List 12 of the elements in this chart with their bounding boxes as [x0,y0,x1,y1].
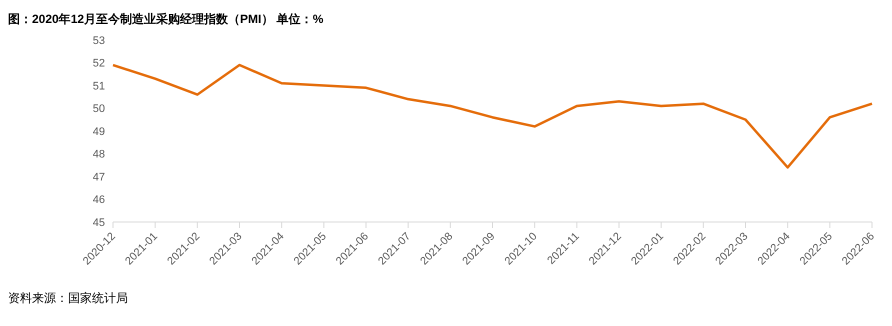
y-tick-label: 52 [92,58,105,70]
y-tick-label: 49 [92,126,105,138]
chart-title: 图：2020年12月至今制造业采购经理指数（PMI） 单位：% [8,11,324,28]
y-tick-label: 46 [92,194,105,206]
text: 资料来源：国家统计局 [8,290,129,307]
y-tick-label: 50 [92,103,105,116]
y-tick-label: 45 [92,216,105,229]
y-tick-label: 48 [92,148,105,161]
y-tick-label: 53 [92,34,105,47]
y-tick-label: 47 [92,171,105,184]
y-tick-label: 51 [92,80,105,92]
line-series [112,64,874,169]
